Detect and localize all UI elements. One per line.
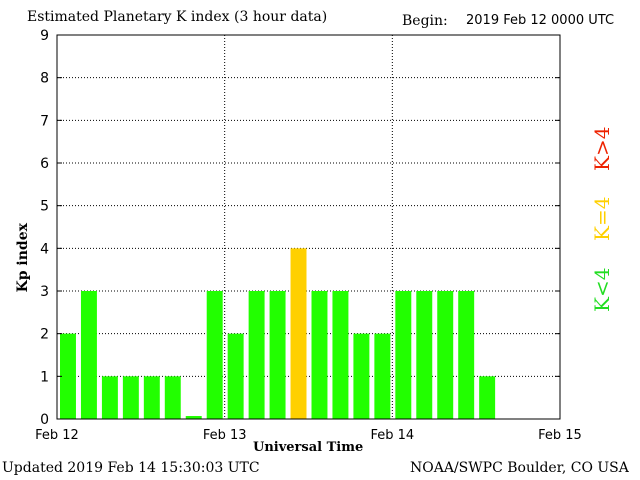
x-tick-label: Feb 14 — [370, 428, 414, 443]
y-tick-label: 1 — [40, 369, 49, 385]
kp-bar — [353, 333, 370, 419]
x-tick-label: Feb 12 — [35, 428, 79, 443]
credit-line: NOAA/SWPC Boulder, CO USA — [410, 460, 629, 476]
kp-bar — [374, 333, 391, 419]
y-tick-label: 9 — [40, 28, 49, 44]
y-tick-label: 6 — [40, 156, 49, 172]
kp-bar — [479, 376, 496, 419]
legend-k-below-4: K<4 — [590, 267, 614, 312]
kp-bar — [227, 333, 244, 419]
y-tick-label: 4 — [40, 241, 49, 257]
kp-bar — [185, 416, 202, 419]
kp-bar — [437, 291, 454, 419]
kp-bar — [269, 291, 286, 419]
kp-bar — [458, 291, 475, 419]
kp-bar — [143, 376, 160, 419]
plot-frame — [56, 34, 561, 420]
kp-bar — [101, 376, 118, 419]
y-tick-label: 5 — [40, 199, 49, 215]
x-axis-label: Universal Time — [253, 440, 364, 455]
begin-value: 2019 Feb 12 0000 UTC — [466, 13, 615, 28]
y-axis-label: Kp index — [15, 222, 31, 292]
legend-k-above-4: K>4 — [590, 126, 614, 171]
kp-bar — [206, 291, 223, 419]
y-tick-label: 0 — [40, 412, 49, 428]
updated-timestamp: Updated 2019 Feb 14 15:30:03 UTC — [2, 460, 260, 476]
legend-k-equal-4: K=4 — [590, 196, 614, 241]
y-tick-label: 8 — [40, 71, 49, 87]
x-tick-label: Feb 13 — [203, 428, 247, 443]
y-tick-label: 3 — [40, 284, 49, 300]
kp-bar — [164, 376, 181, 419]
kp-bar — [332, 291, 349, 419]
begin-label: Begin: — [402, 13, 448, 29]
kp-bar — [122, 376, 139, 419]
kp-bar — [311, 291, 328, 419]
kp-bar — [416, 291, 433, 419]
kp-bar — [248, 291, 265, 419]
chart-title: Estimated Planetary K index (3 hour data… — [27, 9, 328, 25]
kp-bar — [395, 291, 412, 419]
kp-bar — [80, 291, 97, 419]
x-tick-label: Feb 15 — [538, 428, 582, 443]
y-tick-label: 7 — [40, 113, 49, 129]
kp-bar — [60, 333, 76, 419]
y-tick-label: 2 — [40, 327, 49, 343]
kp-bar — [290, 248, 307, 419]
